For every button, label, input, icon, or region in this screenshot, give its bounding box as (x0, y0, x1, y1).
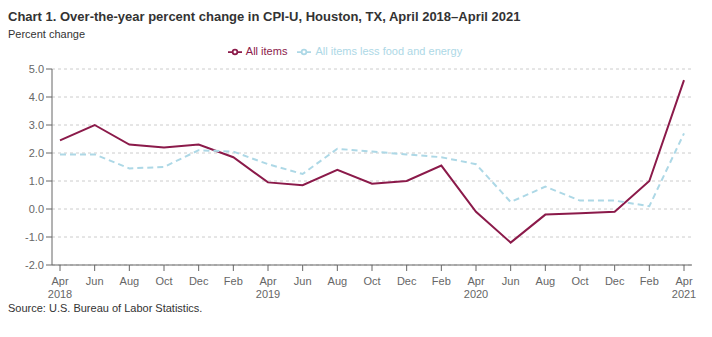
svg-text:0.0: 0.0 (29, 203, 44, 215)
svg-text:Aug: Aug (120, 275, 140, 287)
svg-text:3.0: 3.0 (29, 119, 44, 131)
svg-text:Dec: Dec (605, 275, 625, 287)
svg-text:Oct: Oct (571, 275, 588, 287)
svg-text:Apr2019: Apr2019 (256, 275, 280, 299)
html-text:Chart 1. Over-the-year percent: Chart 1. Over-the-year percent change in… (8, 9, 521, 24)
svg-text:Apr2018: Apr2018 (48, 275, 72, 299)
svg-text:Dec: Dec (397, 275, 417, 287)
svg-text:1.0: 1.0 (29, 175, 44, 187)
svg-text:Jun: Jun (294, 275, 312, 287)
svg-text:Apr2020: Apr2020 (464, 275, 488, 299)
svg-text:Oct: Oct (155, 275, 172, 287)
svg-text:-1.0: -1.0 (25, 231, 44, 243)
svg-text:-2.0: -2.0 (25, 259, 44, 271)
svg-text:Aug: Aug (328, 275, 348, 287)
svg-text:Jun: Jun (86, 275, 104, 287)
svg-text:Feb: Feb (224, 275, 243, 287)
html-text:All items: All items (245, 45, 288, 57)
svg-text:Apr2021: Apr2021 (672, 275, 696, 299)
svg-text:5.0: 5.0 (29, 63, 44, 75)
svg-text:Jun: Jun (502, 275, 520, 287)
html-text:Source: U.S. Bureau of Labor S: Source: U.S. Bureau of Labor Statistics. (8, 302, 203, 314)
html-text:Percent change: Percent change (8, 28, 86, 40)
svg-text:Dec: Dec (189, 275, 209, 287)
svg-text:Feb: Feb (432, 275, 451, 287)
svg-text:Oct: Oct (363, 275, 380, 287)
svg-text:2.0: 2.0 (29, 147, 44, 159)
svg-text:Aug: Aug (536, 275, 556, 287)
html-text:All items less food and energy: All items less food and energy (315, 45, 463, 57)
svg-text:Feb: Feb (640, 275, 659, 287)
svg-text:4.0: 4.0 (29, 91, 44, 103)
